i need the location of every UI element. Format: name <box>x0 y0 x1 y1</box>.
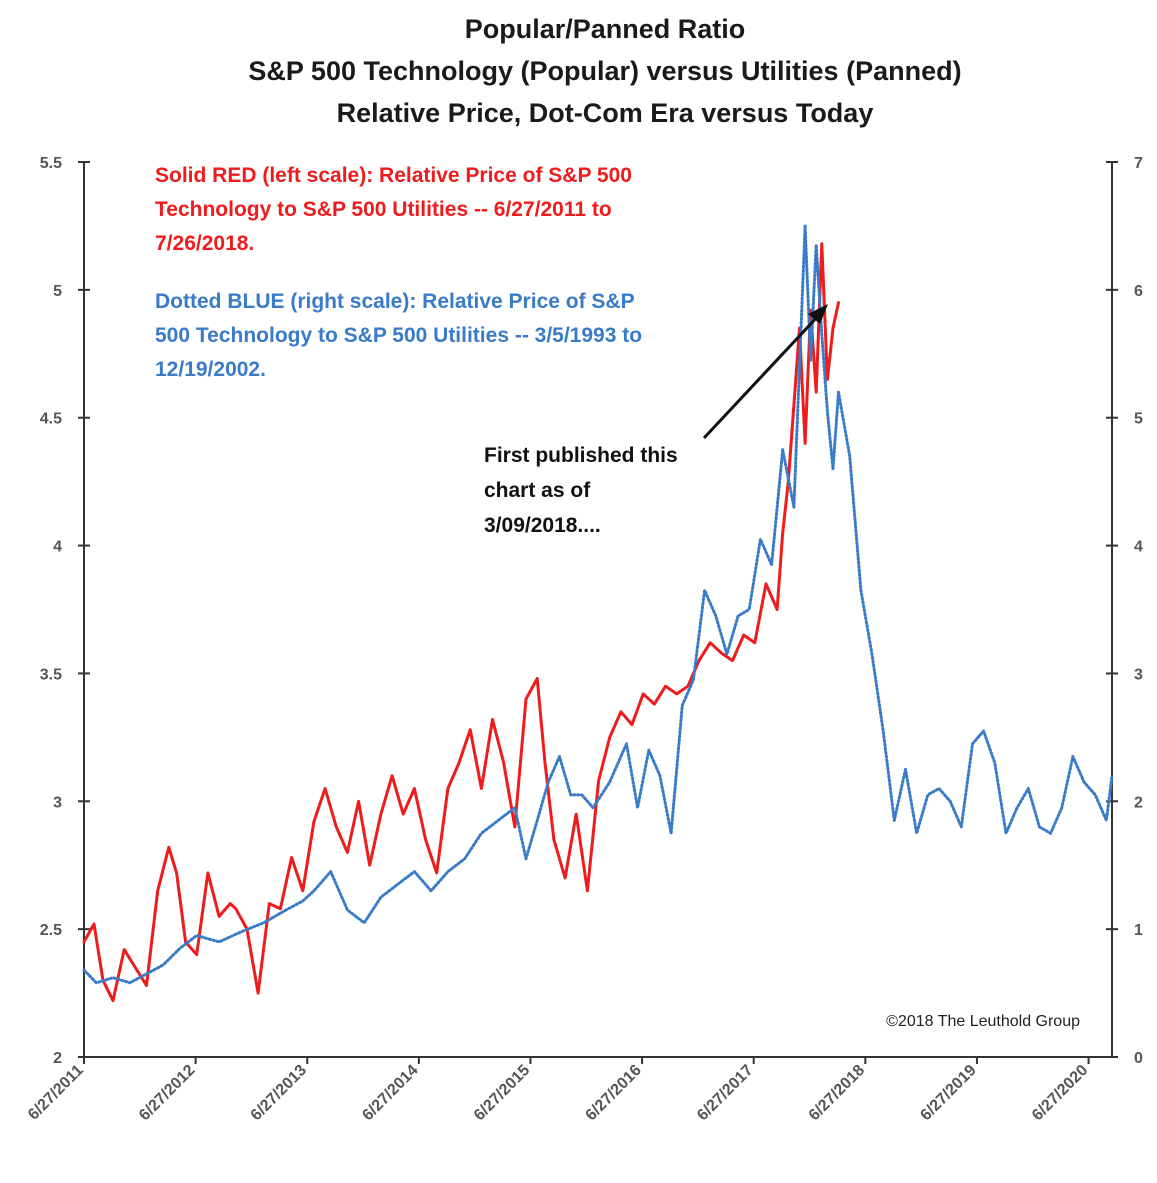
left-tick-label: 2.5 <box>40 922 62 939</box>
publish-note-line-3: 3/09/2018.... <box>484 514 601 537</box>
blue-legend-line-2: 500 Technology to S&P 500 Utilities -- 3… <box>155 324 642 347</box>
publish-arrow-head <box>808 304 828 324</box>
right-tick-label: 1 <box>1134 922 1143 939</box>
left-y-axis: 5.5 5 4.5 4 3.5 3 2.5 2 <box>40 155 90 1067</box>
left-tick-label: 4 <box>53 539 62 556</box>
blue-legend-line-3: 12/19/2002. <box>155 358 266 381</box>
red-legend: Solid RED (left scale): Relative Price o… <box>155 164 632 255</box>
x-tick-label: 6/27/2014 <box>359 1062 421 1124</box>
right-tick-label: 3 <box>1134 666 1143 683</box>
red-legend-line-2: Technology to S&P 500 Utilities -- 6/27/… <box>155 198 612 221</box>
publish-note-line-1: First published this <box>484 444 678 467</box>
left-tick-label: 5 <box>53 283 62 300</box>
publish-note: First published this chart as of 3/09/20… <box>484 444 678 537</box>
right-tick-label: 2 <box>1134 794 1143 811</box>
copyright-text: ©2018 The Leuthold Group <box>886 1013 1080 1030</box>
publish-arrow-shaft <box>702 312 822 440</box>
right-tick-label: 4 <box>1134 539 1143 556</box>
left-tick-label: 4.5 <box>40 411 62 428</box>
right-tick-label: 6 <box>1134 283 1143 300</box>
blue-legend-line-1: Dotted BLUE (right scale): Relative Pric… <box>155 290 635 313</box>
x-tick-label: 6/27/2017 <box>694 1062 756 1124</box>
chart-title: Popular/Panned Ratio S&P 500 Technology … <box>248 14 961 128</box>
publish-note-line-2: chart as of <box>484 479 591 502</box>
red-solid-series-line <box>82 242 840 1003</box>
title-line-1: Popular/Panned Ratio <box>465 14 746 44</box>
left-tick-label: 3 <box>53 794 62 811</box>
red-legend-line-1: Solid RED (left scale): Relative Price o… <box>155 164 632 187</box>
red-legend-line-3: 7/26/2018. <box>155 232 254 255</box>
title-line-3: Relative Price, Dot-Com Era versus Today <box>337 98 874 128</box>
right-tick-label: 5 <box>1134 411 1143 428</box>
x-tick-label: 6/27/2019 <box>917 1062 979 1124</box>
x-tick-label: 6/27/2013 <box>248 1062 310 1124</box>
x-tick-label: 6/27/2011 <box>25 1062 87 1124</box>
x-tick-label: 6/27/2020 <box>1029 1062 1091 1124</box>
right-y-axis: 7 6 5 4 3 2 1 0 <box>1106 155 1143 1067</box>
series-layer <box>82 224 1114 1003</box>
x-axis: 6/27/2011 6/27/2012 6/27/2013 6/27/2014 6/27… <box>25 1057 1091 1124</box>
x-tick-label: 6/27/2015 <box>471 1062 533 1124</box>
x-tick-label: 6/27/2012 <box>136 1062 198 1124</box>
left-tick-label: 2 <box>53 1050 62 1067</box>
publish-arrow <box>702 304 828 440</box>
right-tick-label: 7 <box>1134 155 1143 172</box>
blue-legend: Dotted BLUE (right scale): Relative Pric… <box>155 290 642 381</box>
plot-frame <box>83 162 1113 1058</box>
blue-dotted-series-line <box>82 224 1114 985</box>
x-tick-label: 6/27/2018 <box>806 1062 868 1124</box>
left-tick-label: 3.5 <box>40 666 62 683</box>
title-line-2: S&P 500 Technology (Popular) versus Util… <box>248 56 961 86</box>
x-tick-label: 6/27/2016 <box>583 1062 645 1124</box>
left-tick-label: 5.5 <box>40 155 62 172</box>
right-tick-label: 0 <box>1134 1050 1143 1067</box>
